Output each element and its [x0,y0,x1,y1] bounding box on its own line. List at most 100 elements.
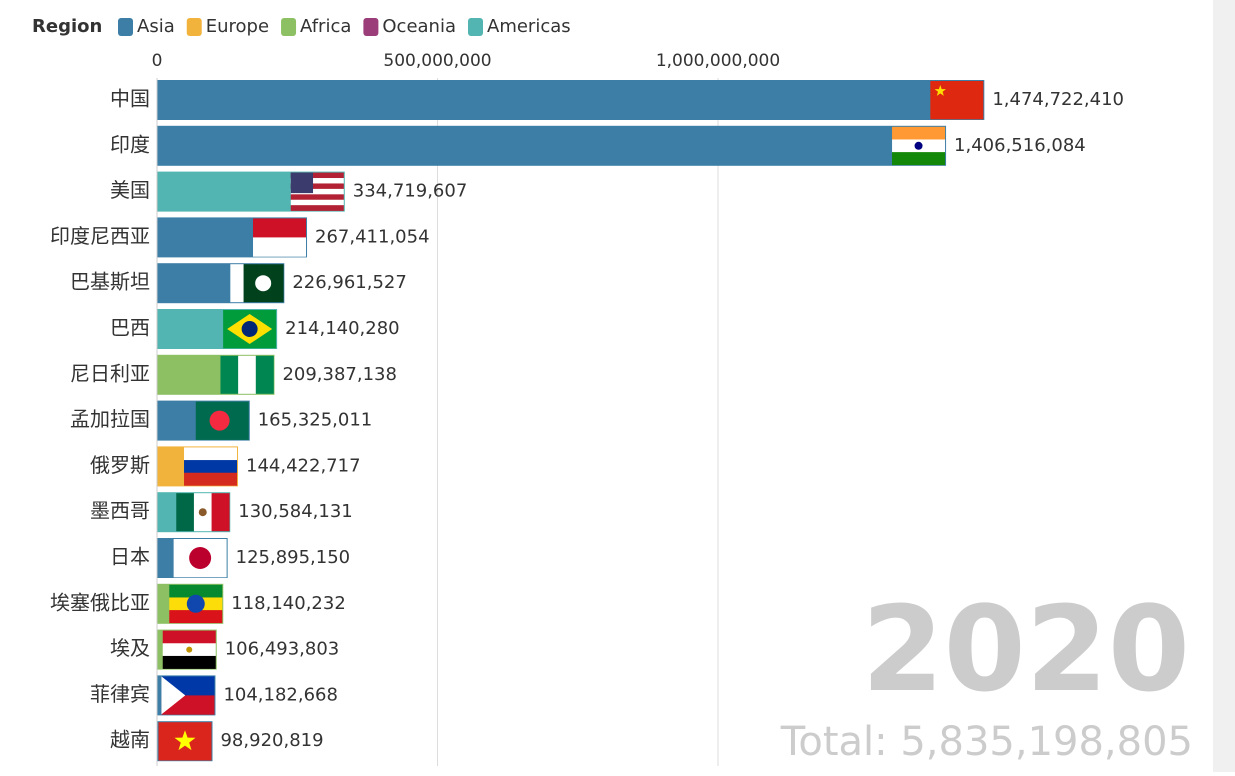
category-label: 中国 [110,87,150,111]
value-label: 214,140,280 [285,318,400,339]
flag [290,172,344,211]
flag [176,493,230,532]
flag-stripe [184,447,238,461]
flag-stripe [169,584,223,598]
flag-stripe [162,630,216,644]
flag-stripe [892,126,946,140]
flag [184,447,238,486]
legend-swatch [118,18,133,36]
value-label: 106,493,803 [225,639,340,660]
category-label: 印度尼西亚 [50,224,150,248]
flag-stripe [162,655,216,669]
flag-emblem [209,410,230,431]
value-label: 125,895,150 [236,547,351,568]
flag-stripe [892,152,946,166]
legend-label: Asia [137,16,175,37]
flag-stripe [253,237,307,257]
flag-triangle [161,676,186,715]
legend-swatch [186,18,202,36]
flag [223,310,277,349]
flag-stripe [230,264,244,303]
category-label: 埃塞俄比亚 [50,590,150,614]
x-tick-label: 1,000,000,000 [656,51,780,71]
flag-stripe [290,172,344,179]
bar [157,80,985,120]
flag-stripe [238,355,257,394]
category-label: 美国 [110,178,150,202]
flag [169,584,223,624]
flag [173,539,227,578]
flag [230,264,284,303]
flag [162,630,216,669]
flag-stripe [184,472,238,486]
legend-label: Oceania [382,16,456,37]
bar [157,125,947,166]
value-label: 118,140,232 [231,593,346,614]
category-label: 日本 [110,545,150,569]
category-label: 俄罗斯 [90,453,150,477]
year-label: 2020 [862,580,1190,718]
flag-emblem [189,547,212,569]
flag [253,218,307,257]
flag-stripe [184,460,238,474]
category-label: 尼日利亚 [70,361,150,385]
value-label: 104,182,668 [223,684,338,705]
flag [161,676,215,715]
flag [158,722,212,761]
category-label: 越南 [110,728,150,752]
flag-emblem [186,594,205,613]
flag-emblem [914,141,923,150]
legend-swatch [363,18,379,36]
value-label: 226,961,527 [292,272,407,293]
value-label: 165,325,011 [258,410,373,431]
flag-stripe [290,194,344,201]
flag-stripe [290,199,344,206]
legend-label: Europe [206,16,269,37]
flag-stripe [243,264,258,303]
category-label: 埃及 [110,636,150,660]
flag-stripe [270,264,284,303]
flag-emblem [255,275,272,292]
flag-stripe [220,355,239,394]
total-label: Total: 5,835,198,805 [780,719,1193,765]
value-label: 98,920,819 [220,730,323,751]
flag [930,81,984,120]
scroll-strip [1213,0,1235,772]
x-tick-label: 500,000,000 [383,51,491,71]
flag-stripe [290,188,344,195]
flag-star [174,730,196,751]
category-label: 巴西 [110,316,150,340]
category-label: 巴基斯坦 [70,270,150,294]
flag-stripe [169,610,223,624]
flag [892,126,946,166]
flag-canton [290,172,314,194]
category-label: 墨西哥 [90,499,150,523]
flag-emblem [241,321,258,337]
value-label: 130,584,131 [238,501,353,522]
legend-label: Americas [487,16,571,37]
value-label: 1,474,722,410 [992,89,1124,110]
flag-stripe [176,493,195,532]
category-label: 印度 [110,132,150,156]
flag-stripe [211,493,230,532]
legend-swatch [281,18,297,36]
legend-swatch [468,18,483,36]
value-label: 209,387,138 [282,364,397,385]
value-label: 334,719,607 [353,181,468,202]
flag-stripe [290,178,344,184]
flag-stripe [930,81,984,120]
flag-emblem [198,508,207,517]
value-label: 267,411,054 [315,226,430,247]
category-label: 菲律宾 [90,682,150,706]
legend-title: Region [32,16,102,37]
flag [220,355,274,394]
flag-stripe [290,205,344,211]
flag [195,401,249,440]
value-label: 144,422,717 [246,455,361,476]
flag-stripe [253,218,307,238]
flag-stripe [290,183,344,190]
value-label: 1,406,516,084 [954,135,1086,156]
flag-star [934,85,946,96]
